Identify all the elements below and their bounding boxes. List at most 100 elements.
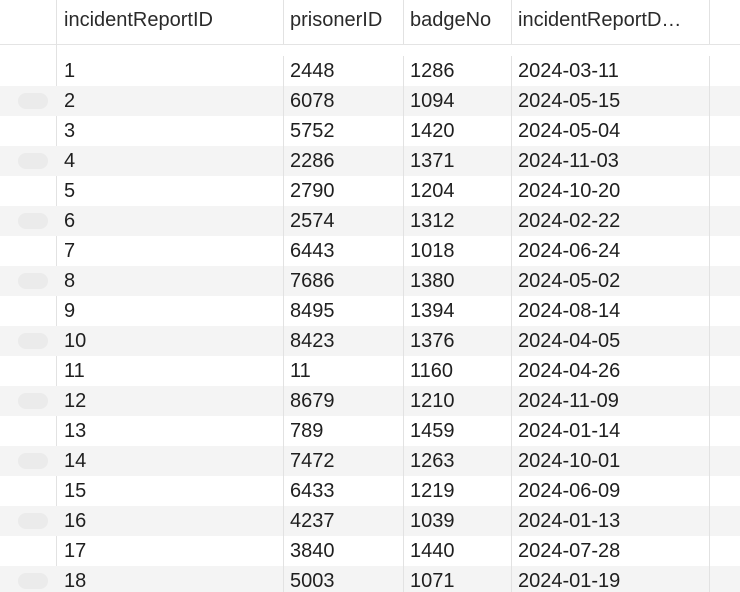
row-selector-handle[interactable] [18,153,48,169]
cell-incident-report-date[interactable]: 2024-05-04 [512,116,710,146]
row-selector-handle[interactable] [18,243,48,259]
row-selector-handle[interactable] [18,63,48,79]
row-selector-handle[interactable] [18,363,48,379]
cell-incident-report-id[interactable]: 2 [58,86,284,116]
table-row[interactable]: 18 5003 1071 2024-01-19 [0,566,740,592]
cell-incident-report-id[interactable]: 13 [58,416,284,446]
cell-incident-report-id[interactable]: 10 [58,326,284,356]
row-selector-handle[interactable] [18,213,48,229]
table-row[interactable]: 7 6443 1018 2024-06-24 [0,236,740,266]
cell-incident-report-date[interactable]: 2024-10-20 [512,176,710,206]
cell-prisoner-id[interactable]: 6433 [284,476,404,506]
cell-badge-no[interactable]: 1039 [404,506,512,536]
cell-prisoner-id[interactable]: 8679 [284,386,404,416]
cell-badge-no[interactable]: 1440 [404,536,512,566]
table-row[interactable]: 4 2286 1371 2024-11-03 [0,146,740,176]
table-row[interactable]: 13 789 1459 2024-01-14 [0,416,740,446]
cell-incident-report-id[interactable]: 7 [58,236,284,266]
cell-badge-no[interactable]: 1286 [404,56,512,86]
cell-incident-report-id[interactable]: 12 [58,386,284,416]
cell-incident-report-date[interactable]: 2024-11-03 [512,146,710,176]
cell-prisoner-id[interactable]: 8423 [284,326,404,356]
row-selector-handle[interactable] [18,543,48,559]
cell-incident-report-date[interactable]: 2024-10-01 [512,446,710,476]
cell-incident-report-id[interactable]: 4 [58,146,284,176]
column-header-incident-report-date[interactable]: incidentReportD… [512,0,710,44]
cell-prisoner-id[interactable]: 7686 [284,266,404,296]
cell-incident-report-date[interactable]: 2024-01-19 [512,566,710,592]
table-row[interactable]: 6 2574 1312 2024-02-22 [0,206,740,236]
cell-prisoner-id[interactable]: 2574 [284,206,404,236]
cell-incident-report-date[interactable]: 2024-01-14 [512,416,710,446]
column-header-badge-no[interactable]: badgeNo [404,0,512,44]
cell-badge-no[interactable]: 1018 [404,236,512,266]
cell-prisoner-id[interactable]: 8495 [284,296,404,326]
cell-incident-report-id[interactable]: 9 [58,296,284,326]
cell-badge-no[interactable]: 1094 [404,86,512,116]
cell-prisoner-id[interactable]: 789 [284,416,404,446]
cell-badge-no[interactable]: 1219 [404,476,512,506]
cell-prisoner-id[interactable]: 5003 [284,566,404,592]
row-selector-handle[interactable] [18,573,48,589]
cell-badge-no[interactable]: 1312 [404,206,512,236]
cell-incident-report-id[interactable]: 5 [58,176,284,206]
cell-badge-no[interactable]: 1376 [404,326,512,356]
column-header-prisoner-id[interactable]: prisonerID [284,0,404,44]
row-selector-handle[interactable] [18,123,48,139]
cell-incident-report-id[interactable]: 11 [58,356,284,386]
cell-prisoner-id[interactable]: 7472 [284,446,404,476]
cell-prisoner-id[interactable]: 11 [284,356,404,386]
table-row[interactable]: 11 11 1160 2024-04-26 [0,356,740,386]
table-row[interactable]: 1 2448 1286 2024-03-11 [0,56,740,86]
cell-incident-report-date[interactable]: 2024-04-26 [512,356,710,386]
row-selector-handle[interactable] [18,393,48,409]
row-selector-handle[interactable] [18,303,48,319]
cell-badge-no[interactable]: 1160 [404,356,512,386]
cell-incident-report-id[interactable]: 15 [58,476,284,506]
cell-badge-no[interactable]: 1371 [404,146,512,176]
table-row[interactable]: 14 7472 1263 2024-10-01 [0,446,740,476]
cell-prisoner-id[interactable]: 3840 [284,536,404,566]
table-row[interactable]: 12 8679 1210 2024-11-09 [0,386,740,416]
cell-badge-no[interactable]: 1420 [404,116,512,146]
cell-incident-report-id[interactable]: 3 [58,116,284,146]
cell-incident-report-id[interactable]: 1 [58,56,284,86]
cell-prisoner-id[interactable]: 2790 [284,176,404,206]
cell-incident-report-id[interactable]: 16 [58,506,284,536]
table-row[interactable]: 15 6433 1219 2024-06-09 [0,476,740,506]
cell-incident-report-date[interactable]: 2024-03-11 [512,56,710,86]
row-selector-handle[interactable] [18,93,48,109]
cell-incident-report-date[interactable]: 2024-06-09 [512,476,710,506]
row-selector-handle[interactable] [18,483,48,499]
cell-badge-no[interactable]: 1459 [404,416,512,446]
cell-incident-report-date[interactable]: 2024-08-14 [512,296,710,326]
table-row[interactable]: 3 5752 1420 2024-05-04 [0,116,740,146]
cell-badge-no[interactable]: 1071 [404,566,512,592]
cell-prisoner-id[interactable]: 6078 [284,86,404,116]
cell-badge-no[interactable]: 1394 [404,296,512,326]
row-selector-handle[interactable] [18,333,48,349]
row-selector-handle[interactable] [18,453,48,469]
cell-incident-report-id[interactable]: 6 [58,206,284,236]
cell-incident-report-id[interactable]: 18 [58,566,284,592]
cell-prisoner-id[interactable]: 2448 [284,56,404,86]
table-row[interactable]: 9 8495 1394 2024-08-14 [0,296,740,326]
table-row[interactable]: 16 4237 1039 2024-01-13 [0,506,740,536]
cell-prisoner-id[interactable]: 6443 [284,236,404,266]
cell-prisoner-id[interactable]: 4237 [284,506,404,536]
row-selector-handle[interactable] [18,423,48,439]
cell-incident-report-id[interactable]: 17 [58,536,284,566]
row-selector-handle[interactable] [18,513,48,529]
cell-incident-report-date[interactable]: 2024-07-28 [512,536,710,566]
cell-incident-report-date[interactable]: 2024-05-02 [512,266,710,296]
table-row[interactable]: 5 2790 1204 2024-10-20 [0,176,740,206]
cell-incident-report-date[interactable]: 2024-04-05 [512,326,710,356]
table-row[interactable]: 17 3840 1440 2024-07-28 [0,536,740,566]
column-header-incident-report-id[interactable]: incidentReportID [58,0,284,44]
cell-incident-report-id[interactable]: 14 [58,446,284,476]
row-selector-handle[interactable] [18,183,48,199]
cell-incident-report-date[interactable]: 2024-05-15 [512,86,710,116]
cell-badge-no[interactable]: 1204 [404,176,512,206]
cell-badge-no[interactable]: 1210 [404,386,512,416]
table-row[interactable]: 2 6078 1094 2024-05-15 [0,86,740,116]
